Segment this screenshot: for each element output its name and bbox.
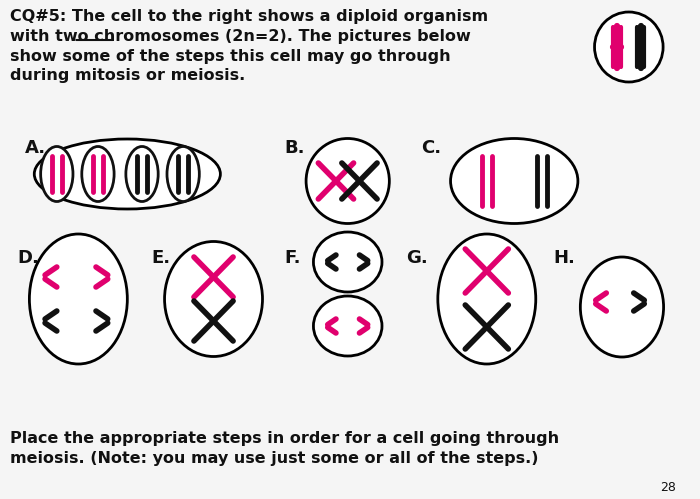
Ellipse shape: [594, 12, 663, 82]
Ellipse shape: [126, 147, 158, 202]
Ellipse shape: [34, 139, 221, 209]
Ellipse shape: [314, 232, 382, 292]
Text: F.: F.: [284, 249, 300, 267]
Ellipse shape: [82, 147, 114, 202]
Ellipse shape: [167, 147, 199, 202]
Ellipse shape: [41, 147, 73, 202]
Ellipse shape: [451, 139, 578, 224]
Text: E.: E.: [152, 249, 171, 267]
Ellipse shape: [164, 242, 262, 356]
Ellipse shape: [580, 257, 664, 357]
Text: CQ#5: The cell to the right shows a diploid organism
with two chromosomes (2n=2): CQ#5: The cell to the right shows a dipl…: [10, 9, 488, 83]
Text: A.: A.: [25, 139, 46, 157]
Text: 28: 28: [660, 481, 675, 494]
Text: H.: H.: [554, 249, 575, 267]
Text: G.: G.: [407, 249, 428, 267]
Text: C.: C.: [421, 139, 441, 157]
Ellipse shape: [306, 139, 389, 224]
Text: Place the appropriate steps in order for a cell going through
meiosis. (Note: yo: Place the appropriate steps in order for…: [10, 431, 559, 466]
Text: D.: D.: [18, 249, 39, 267]
Ellipse shape: [29, 234, 127, 364]
Text: B.: B.: [284, 139, 304, 157]
Ellipse shape: [438, 234, 536, 364]
Ellipse shape: [314, 296, 382, 356]
